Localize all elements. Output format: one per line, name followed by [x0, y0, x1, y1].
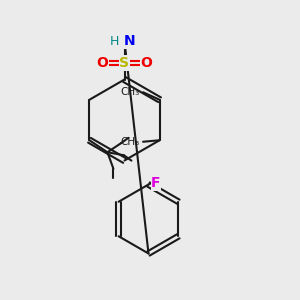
Text: N: N: [124, 34, 136, 48]
Text: H: H: [109, 35, 119, 48]
Text: F: F: [151, 176, 161, 190]
Text: S: S: [119, 56, 130, 70]
Text: CH₃: CH₃: [121, 137, 140, 147]
Text: O: O: [97, 56, 109, 70]
Text: O: O: [140, 56, 152, 70]
Text: CH₃: CH₃: [121, 87, 140, 97]
